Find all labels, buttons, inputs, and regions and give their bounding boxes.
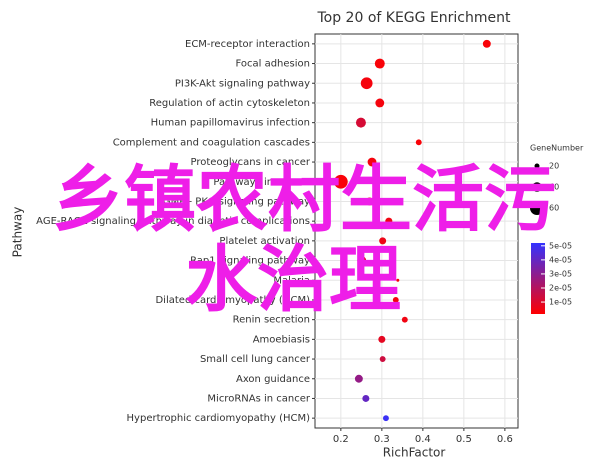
- x-tick-label: 0.2: [333, 434, 349, 445]
- point: [365, 197, 374, 206]
- y-tick-label: Pathways in cancer: [213, 177, 310, 188]
- y-tick-label: Focal adhesion: [235, 59, 310, 70]
- size-legend-dot: [532, 182, 542, 192]
- chart-title: Top 20 of KEGG Enrichment: [316, 10, 511, 26]
- y-tick-label: Regulation of actin cytoskeleton: [149, 98, 310, 109]
- size-legend-label: 60: [549, 204, 559, 213]
- size-legend-title: GeneNumber: [530, 144, 584, 153]
- colorbar: [531, 243, 545, 314]
- colorbar-label: 5e-05: [549, 241, 572, 250]
- point: [379, 356, 386, 362]
- point: [385, 217, 393, 225]
- point: [357, 256, 367, 265]
- size-legend-label: 20: [549, 162, 559, 171]
- y-tick-label: Small cell lung cancer: [200, 354, 311, 365]
- overlay-text: 水治理: [185, 238, 401, 322]
- colorbar-label: 2e-05: [549, 283, 572, 292]
- point: [360, 77, 373, 90]
- plot-panel: [314, 33, 519, 429]
- colorbar-label: 3e-05: [549, 269, 572, 278]
- point: [379, 237, 387, 245]
- y-tick-label: Hypertrophic cardiomyopathy (HCM): [127, 413, 311, 424]
- overlay-text: 乡镇农村生活污: [52, 158, 556, 242]
- point: [482, 39, 491, 48]
- colorbar-label: 1e-05: [549, 298, 572, 307]
- y-tick-label: Platelet activation: [219, 236, 310, 247]
- y-tick-label: Proteoglycans in cancer: [191, 157, 311, 168]
- point: [362, 394, 370, 402]
- y-tick-label: Human papillomavirus infection: [151, 118, 310, 129]
- y-tick-label: PI3K-Akt signaling pathway: [175, 78, 310, 89]
- y-tick-label: Malaria: [273, 275, 310, 286]
- point: [415, 139, 422, 146]
- point: [392, 297, 399, 303]
- y-tick-label: Dilated cardiomyopathy (DCM): [155, 295, 310, 306]
- y-tick-label: AGE-RAGE signaling pathway in diabetic c…: [36, 216, 310, 227]
- y-axis-label: Pathway: [11, 207, 25, 258]
- x-tick-label: 0.3: [374, 434, 390, 445]
- x-tick-label: 0.4: [415, 434, 431, 445]
- y-tick-label: Axon guidance: [236, 374, 310, 385]
- point: [333, 174, 348, 189]
- x-tick-label: 0.5: [456, 434, 472, 445]
- y-tick-label: cGMP - PKG signaling pathway: [157, 196, 310, 207]
- y-tick-label: Renin secretion: [233, 315, 310, 326]
- x-axis-label: RichFactor: [383, 446, 446, 460]
- point: [378, 335, 386, 343]
- point: [355, 117, 366, 128]
- y-tick-label: Rap1 signaling pathway: [190, 256, 310, 267]
- y-tick-label: Complement and coagulation cascades: [113, 137, 310, 148]
- point: [396, 278, 400, 282]
- point: [401, 316, 408, 323]
- point: [382, 415, 389, 422]
- y-tick-label: ECM-receptor interaction: [185, 39, 310, 50]
- size-legend-label: 40: [549, 183, 559, 192]
- colorbar-label: 4e-05: [549, 255, 572, 264]
- point: [375, 98, 385, 108]
- y-tick-label: Amoebiasis: [253, 334, 310, 345]
- size-legend-dot: [530, 201, 544, 215]
- size-legend-dot: [534, 163, 540, 169]
- point: [367, 157, 377, 167]
- y-tick-label: MicroRNAs in cancer: [207, 393, 310, 404]
- x-tick-label: 0.6: [497, 434, 513, 445]
- point: [354, 374, 363, 383]
- point: [374, 58, 385, 69]
